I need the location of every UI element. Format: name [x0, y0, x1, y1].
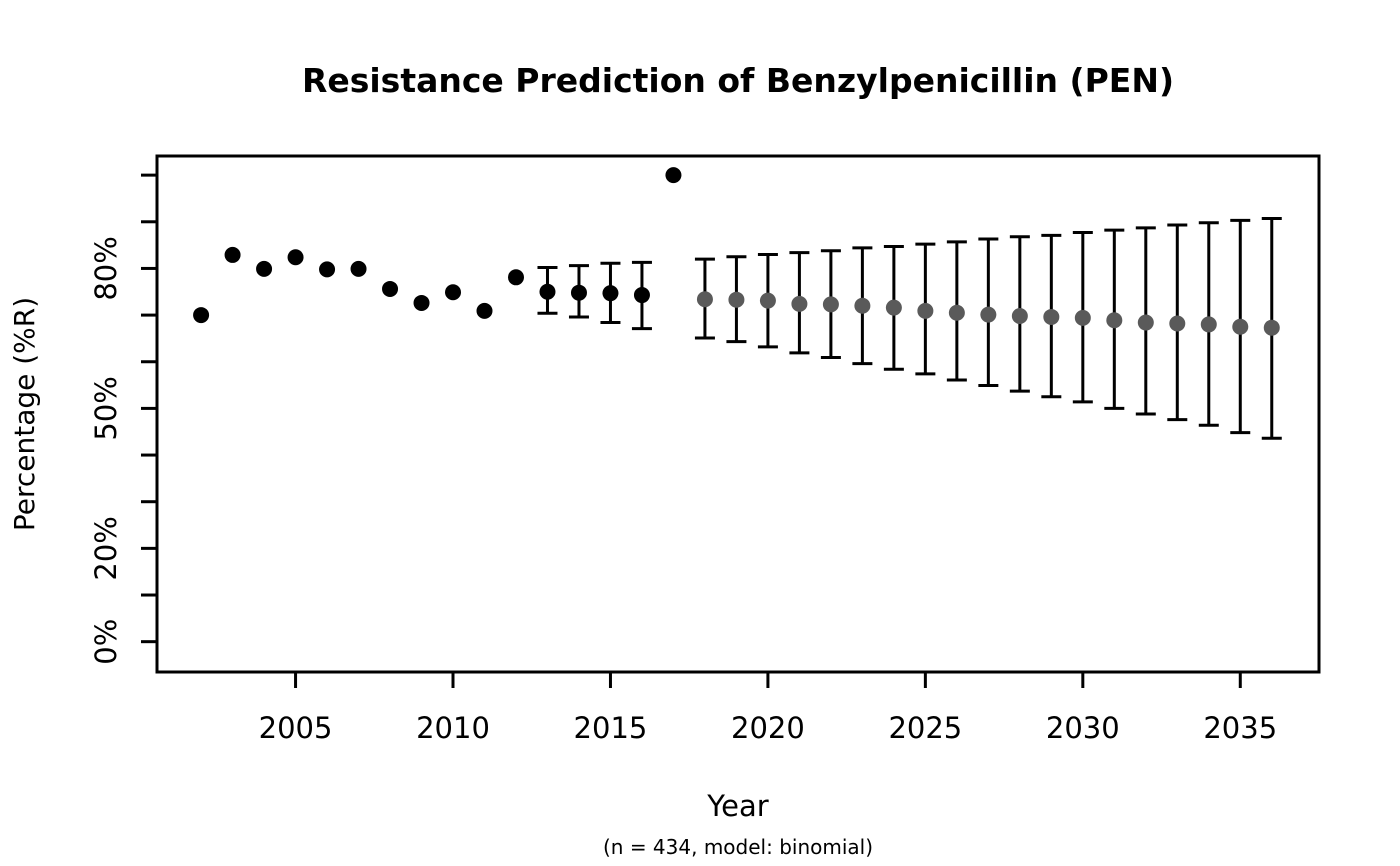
- observed-point-2008: [382, 280, 399, 297]
- x-axis-tick-label-2010: 2010: [416, 711, 490, 745]
- predicted-point-2030: [1074, 309, 1091, 326]
- x-axis-tick-label-2005: 2005: [259, 711, 333, 745]
- predicted-point-2022: [822, 296, 839, 313]
- observed-point-2004: [256, 260, 273, 277]
- predicted-point-2025: [917, 302, 934, 319]
- x-axis-tick-label-2015: 2015: [574, 711, 648, 745]
- x-axis-tick-label-2035: 2035: [1203, 711, 1277, 745]
- y-axis-tick-label-20: 20%: [89, 516, 123, 580]
- predicted-point-2021: [791, 295, 808, 312]
- observed-point-2010: [445, 284, 462, 301]
- observed-point-2011: [476, 302, 493, 319]
- predicted-point-2020: [759, 292, 776, 309]
- observed-point-2015: [602, 285, 619, 302]
- predicted-point-2034: [1200, 316, 1217, 333]
- predicted-point-2032: [1137, 314, 1154, 331]
- observed-point-2006: [319, 261, 336, 278]
- predicted-point-2031: [1106, 312, 1123, 329]
- x-axis-subtitle: (n = 434, model: binomial): [603, 835, 873, 859]
- x-axis-label: Year: [706, 789, 768, 823]
- x-axis-tick-label-2030: 2030: [1046, 711, 1120, 745]
- plot-area: 2005 2010 2015 2020 2025 2030 2035 0% 20% 50% 80%: [89, 154, 1321, 745]
- y-axis-tick-label-0: 0%: [89, 619, 123, 665]
- predicted-point-2029: [1043, 308, 1060, 325]
- predicted-point-2019: [728, 291, 745, 308]
- y-axis-tick-label-80: 80%: [89, 236, 123, 300]
- x-axis-tick-label-2025: 2025: [888, 711, 962, 745]
- observed-point-2017: [665, 167, 682, 184]
- predicted-point-2036: [1263, 319, 1280, 336]
- observed-point-2016: [633, 287, 650, 304]
- observed-point-2007: [350, 260, 367, 277]
- observed-point-2012: [507, 269, 524, 286]
- predicted-point-2024: [885, 299, 902, 316]
- predicted-point-2028: [1011, 308, 1028, 325]
- predicted-point-2033: [1169, 315, 1186, 332]
- predicted-point-2023: [854, 297, 871, 314]
- predicted-point-2026: [948, 304, 965, 321]
- observed-point-2003: [224, 246, 241, 263]
- predicted-point-2027: [980, 306, 997, 323]
- plot-border-box: [155, 154, 1321, 674]
- chart-title: Resistance Prediction of Benzylpenicilli…: [302, 61, 1174, 100]
- observed-point-2013: [539, 283, 556, 300]
- predicted-point-2035: [1232, 318, 1249, 335]
- x-axis-tick-label-2020: 2020: [731, 711, 805, 745]
- observed-point-2014: [570, 284, 587, 301]
- observed-point-2005: [287, 249, 304, 266]
- y-axis-label: Percentage (%R): [8, 297, 41, 531]
- observed-point-2009: [413, 294, 430, 311]
- observed-point-2002: [193, 307, 210, 324]
- y-axis-tick-label-50: 50%: [89, 376, 123, 440]
- predicted-point-2018: [696, 291, 713, 308]
